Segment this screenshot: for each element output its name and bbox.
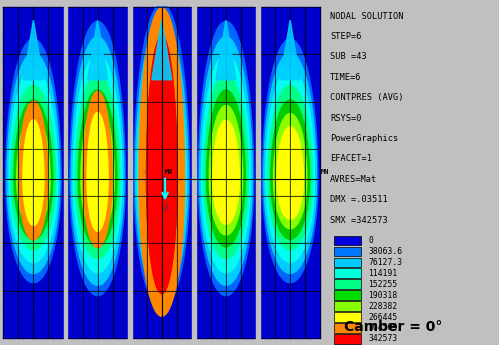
Bar — [334, 258, 361, 267]
Polygon shape — [280, 141, 300, 208]
Polygon shape — [262, 39, 318, 283]
Polygon shape — [152, 131, 172, 216]
Bar — [334, 323, 361, 333]
Polygon shape — [23, 120, 44, 225]
Text: EFACET=1: EFACET=1 — [330, 155, 372, 164]
Polygon shape — [266, 68, 314, 263]
Polygon shape — [17, 114, 50, 229]
Text: RSYS=0: RSYS=0 — [330, 114, 362, 122]
Polygon shape — [137, 40, 186, 283]
Text: 0: 0 — [368, 236, 373, 245]
Text: TIME=6: TIME=6 — [330, 73, 362, 82]
Polygon shape — [84, 120, 111, 224]
Polygon shape — [19, 101, 48, 240]
Polygon shape — [271, 100, 309, 239]
Polygon shape — [280, 20, 300, 80]
Text: STEP=6: STEP=6 — [330, 32, 362, 41]
Text: 38063.6: 38063.6 — [368, 247, 402, 256]
Text: CONTPRES (AVG): CONTPRES (AVG) — [330, 93, 404, 102]
Polygon shape — [5, 39, 61, 283]
Polygon shape — [7, 52, 60, 274]
Polygon shape — [73, 54, 122, 273]
Polygon shape — [91, 152, 104, 200]
Bar — [334, 301, 361, 311]
Text: MX: MX — [165, 169, 174, 175]
Polygon shape — [147, 36, 177, 293]
Polygon shape — [135, 21, 188, 297]
Polygon shape — [264, 52, 316, 274]
Polygon shape — [87, 112, 108, 231]
Text: 266445: 266445 — [368, 313, 397, 322]
Bar — [334, 290, 361, 300]
Bar — [334, 236, 361, 245]
Polygon shape — [88, 136, 107, 212]
Polygon shape — [145, 97, 179, 241]
Text: 304509: 304509 — [368, 324, 397, 333]
Polygon shape — [220, 152, 232, 200]
Polygon shape — [152, 20, 172, 80]
Polygon shape — [132, 7, 192, 338]
Polygon shape — [139, 8, 185, 316]
Polygon shape — [67, 7, 128, 338]
Text: 342573: 342573 — [368, 334, 397, 343]
Polygon shape — [83, 91, 112, 248]
Polygon shape — [14, 100, 53, 239]
Polygon shape — [156, 149, 168, 202]
Text: 190318: 190318 — [368, 291, 397, 300]
Text: Y: Y — [142, 169, 146, 175]
Polygon shape — [273, 114, 307, 229]
Polygon shape — [81, 106, 114, 235]
Polygon shape — [200, 37, 252, 285]
Text: DMX =.03511: DMX =.03511 — [330, 195, 388, 204]
Polygon shape — [198, 21, 253, 296]
Polygon shape — [268, 86, 312, 250]
Polygon shape — [20, 127, 47, 219]
Polygon shape — [88, 20, 108, 80]
Polygon shape — [140, 62, 184, 267]
Polygon shape — [142, 80, 181, 254]
Polygon shape — [202, 54, 250, 273]
Bar — [334, 247, 361, 256]
Polygon shape — [216, 20, 236, 80]
Polygon shape — [149, 114, 175, 229]
Polygon shape — [196, 7, 256, 338]
Polygon shape — [134, 7, 190, 309]
Text: 152255: 152255 — [368, 280, 397, 289]
Text: PowerGraphics: PowerGraphics — [330, 134, 399, 143]
Polygon shape — [11, 86, 55, 250]
Bar — [334, 312, 361, 322]
Text: Camber = 0°: Camber = 0° — [344, 320, 443, 334]
Polygon shape — [75, 74, 120, 259]
Polygon shape — [27, 155, 39, 197]
Polygon shape — [216, 136, 236, 212]
Polygon shape — [147, 36, 177, 293]
Polygon shape — [3, 7, 63, 338]
Polygon shape — [23, 20, 43, 80]
Polygon shape — [23, 141, 43, 208]
Polygon shape — [260, 7, 320, 338]
Text: SMX =342573: SMX =342573 — [330, 216, 388, 225]
Polygon shape — [207, 90, 246, 247]
Text: 228382: 228382 — [368, 302, 397, 310]
Text: 76127.3: 76127.3 — [368, 258, 402, 267]
Bar — [334, 334, 361, 344]
Text: Z: Z — [164, 205, 168, 211]
Polygon shape — [277, 127, 303, 219]
Polygon shape — [70, 21, 125, 296]
Text: MN: MN — [321, 169, 329, 175]
Polygon shape — [213, 120, 240, 224]
Text: NODAL SOLUTION: NODAL SOLUTION — [330, 12, 404, 21]
Text: SUB =43: SUB =43 — [330, 52, 367, 61]
Polygon shape — [210, 106, 243, 235]
Polygon shape — [9, 68, 58, 263]
Polygon shape — [71, 37, 124, 285]
Polygon shape — [78, 90, 117, 247]
Text: 114191: 114191 — [368, 269, 397, 278]
Bar — [334, 279, 361, 289]
Bar — [334, 268, 361, 278]
Polygon shape — [284, 155, 296, 197]
Polygon shape — [204, 74, 248, 259]
Text: AVRES=Mat: AVRES=Mat — [330, 175, 378, 184]
